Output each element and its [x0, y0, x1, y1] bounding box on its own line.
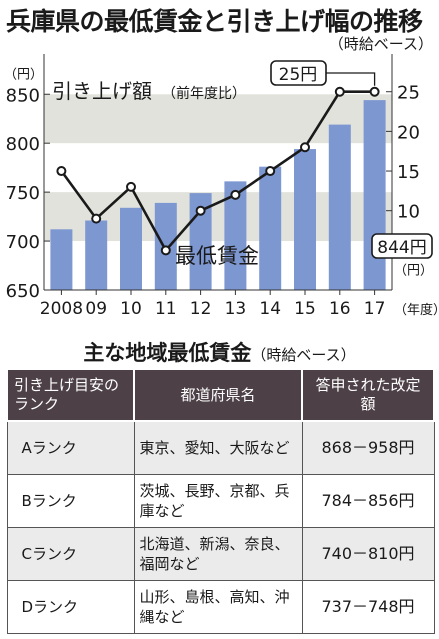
x-tick-label: 10	[120, 299, 142, 319]
page-title: 兵庫県の最低賃金と引き上げ幅の推移	[6, 7, 423, 36]
x-tick-label: 09	[85, 299, 107, 319]
raise-point	[369, 86, 380, 97]
bar	[328, 124, 351, 291]
rank-cell: Bランク	[6, 474, 135, 528]
x-tick-label: 17	[364, 299, 386, 319]
bar	[85, 220, 108, 290]
table-header-row: 引き上げ目安のランク 都道府県名 答申された改定額	[6, 368, 435, 422]
line-series-label: 引き上げ額	[52, 79, 152, 103]
prefecture-cell: 北海道、新潟、奈良、福岡など	[133, 527, 303, 581]
header-rank: 引き上げ目安のランク	[6, 368, 135, 422]
raise-point	[334, 86, 345, 97]
raise-point	[195, 205, 206, 216]
bar	[363, 100, 386, 290]
table-title: 主な地域最低賃金（時給ベース）	[0, 337, 439, 367]
table-title-text: 主な地域最低賃金	[83, 341, 252, 365]
raise-point	[126, 181, 136, 192]
right-tick-label: 15	[397, 162, 420, 183]
left-tick-label: 850	[6, 85, 40, 106]
table-row: Dランク 山形、島根、高知、沖縄など 737－748円	[6, 580, 435, 634]
page-subtitle: （時給ベース）	[328, 35, 433, 53]
amount-cell: 740－810円	[301, 527, 435, 581]
prefecture-cell: 茨城、長野、京都、兵庫など	[133, 474, 303, 528]
left-tick-label: 800	[6, 134, 40, 155]
header-amount: 答申された改定額	[301, 368, 435, 422]
wage-chart: 650700750800850（円）510152025（円）2008091011…	[4, 54, 439, 319]
table-title-note: （時給ベース）	[251, 346, 356, 364]
raise-point	[91, 213, 102, 224]
table-row: Bランク 茨城、長野、京都、兵庫など 784－856円	[6, 474, 435, 528]
prefecture-cell: 山形、島根、高知、沖縄など	[133, 580, 303, 634]
rank-cell: Dランク	[6, 580, 135, 634]
table-row: Cランク 北海道、新潟、奈良、福岡など 740－810円	[6, 527, 435, 581]
line-series-label-suffix: （前年度比）	[162, 85, 246, 102]
x-tick-label: 12	[190, 299, 212, 319]
bar-callout-label: 844円	[377, 238, 426, 258]
prefecture-cell: 東京、愛知、大阪など	[133, 420, 303, 475]
raise-point	[160, 245, 171, 256]
left-tick-label: 700	[6, 232, 40, 253]
bar	[224, 181, 247, 290]
bar	[294, 149, 316, 290]
left-tick-label: 750	[6, 183, 40, 204]
table-row: Aランク 東京、愛知、大阪など 868－958円	[6, 420, 435, 475]
amount-cell: 737－748円	[301, 580, 435, 634]
header-prefectures: 都道府県名	[133, 368, 303, 422]
x-tick-label: 16	[329, 299, 351, 319]
line-callout-label: 25円	[279, 65, 318, 85]
amount-cell: 784－856円	[301, 474, 435, 528]
bar-series-label: 最低賃金	[175, 244, 259, 268]
rank-cell: Cランク	[6, 527, 135, 581]
raise-point	[56, 166, 67, 177]
rank-cell: Aランク	[6, 420, 135, 475]
right-tick-label: 25	[397, 83, 420, 104]
raise-point	[300, 142, 310, 153]
raise-point	[230, 189, 241, 200]
right-tick-label: 20	[397, 122, 420, 143]
x-tick-label: 2008	[40, 299, 83, 319]
line-callout-leader	[326, 72, 376, 86]
x-tick-label: 13	[225, 299, 247, 319]
bar	[50, 229, 73, 290]
right-tick-label: 10	[397, 202, 420, 223]
left-axis-unit: （円）	[4, 67, 43, 82]
bar	[259, 166, 282, 290]
bar	[120, 207, 142, 290]
left-tick-label: 650	[6, 281, 40, 302]
bar-callout-box	[371, 233, 433, 259]
raise-point	[265, 166, 276, 177]
right-axis-unit: （円）	[394, 263, 433, 278]
x-tick-label: 15	[294, 299, 316, 319]
regional-wage-table: 引き上げ目安のランク 都道府県名 答申された改定額 Aランク 東京、愛知、大阪な…	[6, 368, 435, 634]
x-axis-suffix: （年度）	[394, 302, 439, 318]
x-tick-label: 11	[155, 299, 177, 319]
raise-line	[60, 90, 375, 253]
x-tick-label: 14	[259, 299, 281, 319]
amount-cell: 868－958円	[301, 420, 435, 475]
